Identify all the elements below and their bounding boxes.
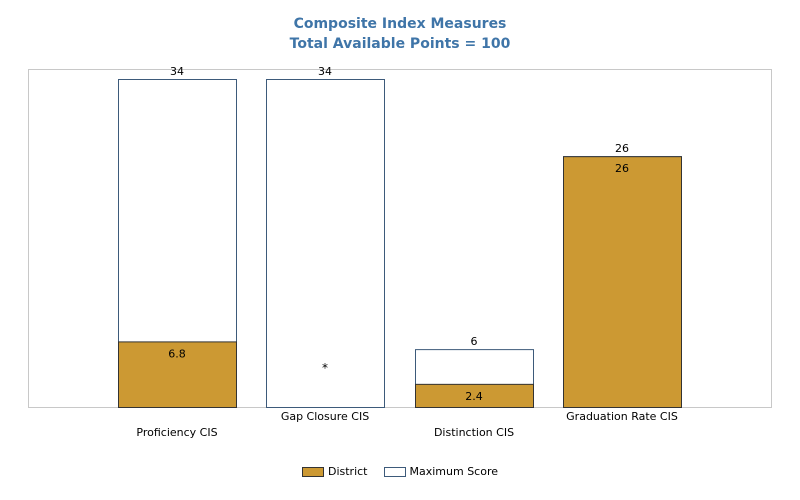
x-tick-label-graduation-rate-cis: Graduation Rate CIS bbox=[566, 410, 678, 423]
x-tick-label-gap-closure-cis: Gap Closure CIS bbox=[281, 410, 369, 423]
max-score-bar-gap-closure-cis bbox=[266, 79, 385, 408]
legend-label-maximum-score: Maximum Score bbox=[409, 465, 499, 478]
district-label-graduation-rate-cis: 26 bbox=[615, 162, 629, 175]
chart-title: Composite Index Measures bbox=[293, 16, 507, 32]
district-bar-distinction-cis bbox=[415, 383, 534, 408]
max-score-label-proficiency-cis: 34 bbox=[170, 65, 184, 78]
chart-subtitle: Total Available Points = 100 bbox=[289, 36, 511, 52]
district-label-distinction-cis: 2.4 bbox=[465, 390, 483, 403]
legend-item-district: District bbox=[301, 465, 368, 478]
chart-legend: District Maximum Score bbox=[0, 465, 800, 478]
x-tick-label-proficiency-cis: Proficiency CIS bbox=[136, 426, 217, 439]
bar-chart: 34 6.8 Proficiency CIS 34 * Gap Closure CIS 6 2… bbox=[28, 65, 772, 439]
legend-item-maximum-score: Maximum Score bbox=[383, 465, 499, 478]
legend-label-district: District bbox=[327, 465, 368, 478]
max-score-label-gap-closure-cis: 34 bbox=[318, 65, 332, 78]
district-bar-proficiency-cis bbox=[118, 341, 237, 408]
max-score-label-graduation-rate-cis: 26 bbox=[615, 142, 629, 155]
district-label-gap-closure-cis: * bbox=[322, 361, 328, 375]
district-label-proficiency-cis: 6.8 bbox=[168, 347, 186, 360]
legend-swatch-district bbox=[301, 466, 324, 477]
x-tick-label-distinction-cis: Distinction CIS bbox=[434, 426, 514, 439]
district-bar-graduation-rate-cis bbox=[563, 156, 682, 408]
legend-swatch-maximum-score bbox=[383, 466, 406, 477]
max-score-label-distinction-cis: 6 bbox=[471, 335, 478, 348]
